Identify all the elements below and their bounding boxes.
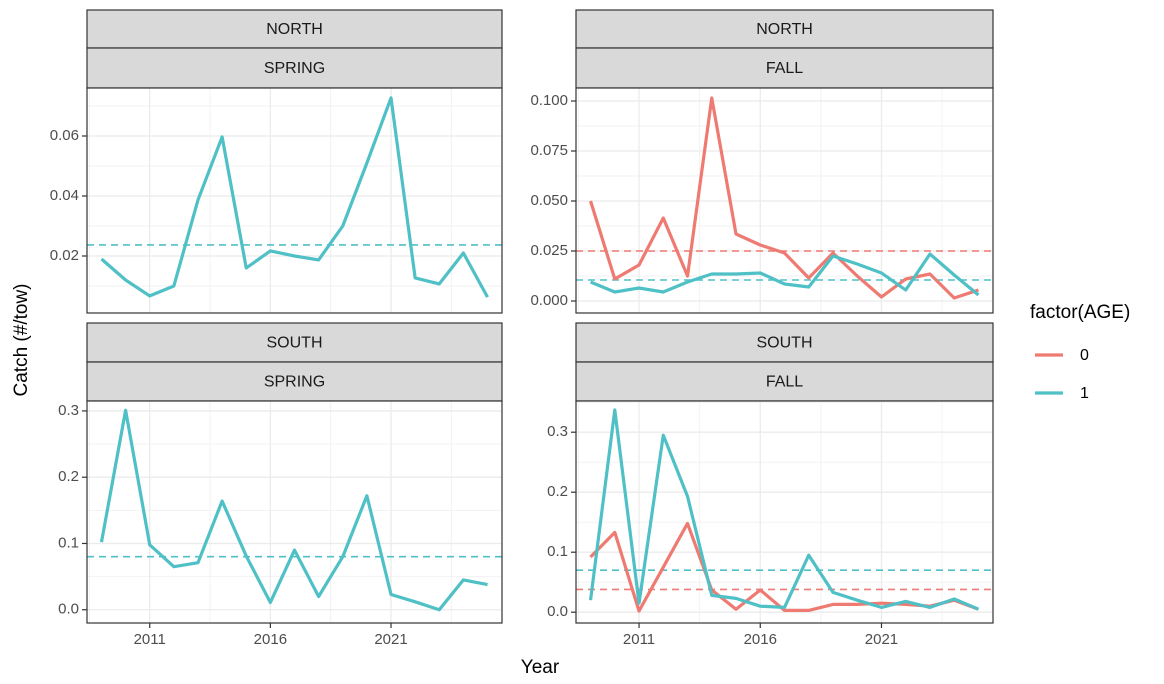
series-line (99, 408, 488, 612)
y-tick-label: 0.0 (547, 603, 568, 620)
panel-background (576, 401, 993, 623)
y-tick-label: 0.025 (530, 242, 568, 259)
x-tick-label: 2021 (374, 631, 407, 648)
strip (86, 361, 503, 402)
strip (575, 47, 994, 89)
y-tick-label: 0.1 (547, 543, 568, 560)
x-tick-label: 2016 (254, 631, 287, 648)
legend-label: 1 (1080, 385, 1089, 402)
panel-background (87, 401, 502, 623)
strip (575, 322, 994, 363)
y-tick-label: 0.06 (50, 127, 79, 144)
y-tick-label: 0.02 (50, 247, 79, 264)
panel-border (575, 87, 994, 314)
series-line (589, 252, 980, 297)
legend-title: factor(AGE) (1030, 302, 1130, 323)
panel-border (575, 400, 994, 624)
panel-background (87, 88, 502, 313)
y-tick-label: 0.000 (530, 292, 568, 309)
legend-label: 0 (1080, 347, 1089, 364)
y-tick-label: 0.050 (530, 192, 568, 209)
x-tick-label: 2021 (865, 631, 898, 648)
strip-label: SOUTH (757, 335, 813, 352)
strip-label: NORTH (266, 21, 323, 38)
y-tick-label: 0.3 (547, 423, 568, 440)
y-tick-label: 0.075 (530, 142, 568, 159)
x-axis-title: Year (521, 657, 560, 678)
panel-border (86, 400, 503, 624)
strip-label: SPRING (264, 374, 325, 391)
series-line (588, 408, 980, 611)
series-line (100, 96, 489, 298)
y-tick-label: 0.0 (58, 601, 79, 618)
y-tick-label: 0.100 (530, 92, 568, 109)
x-tick-label: 2016 (744, 631, 777, 648)
x-tick-label: 2011 (134, 631, 166, 648)
y-tick-label: 0.2 (58, 468, 79, 485)
strip-label: SPRING (264, 60, 325, 77)
strip (86, 322, 503, 363)
strip (575, 9, 994, 49)
strip-label: NORTH (756, 21, 813, 38)
strip-label: SOUTH (267, 335, 323, 352)
x-tick-label: 2011 (623, 631, 655, 648)
strip-label: FALL (766, 60, 803, 77)
y-tick-label: 0.3 (58, 402, 79, 419)
strip-label: FALL (766, 374, 803, 391)
strip (86, 47, 503, 89)
y-tick-label: 0.2 (547, 483, 568, 500)
strip (86, 9, 503, 49)
panel-border (86, 87, 503, 314)
y-tick-label: 0.04 (50, 187, 79, 204)
y-tick-label: 0.1 (58, 534, 79, 551)
y-axis-title: Catch (#/tow) (11, 284, 32, 397)
